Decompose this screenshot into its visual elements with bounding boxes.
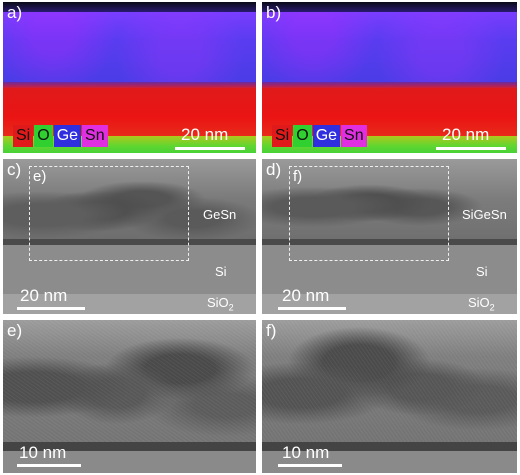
legend-sn: Sn bbox=[341, 125, 367, 147]
legend-sn: Sn bbox=[82, 125, 108, 147]
legend-ge: Ge bbox=[53, 125, 82, 147]
scale-bar-e bbox=[17, 464, 81, 467]
layer-label-si: Si bbox=[215, 264, 227, 279]
inset-region-e: e) bbox=[29, 166, 189, 261]
edx-map-panel-a: a) Si O Ge Sn 20 nm bbox=[3, 2, 256, 153]
layer-label-sigesn: SiGeSn bbox=[462, 207, 507, 222]
layer-label-sio2: SiO2 bbox=[207, 295, 234, 313]
interface-layer bbox=[3, 82, 256, 88]
scale-bar-label-a: 20 nm bbox=[181, 125, 229, 144]
si-substrate bbox=[262, 451, 517, 473]
sigesn-layer-map bbox=[262, 12, 517, 82]
element-legend-a: Si O Ge Sn bbox=[13, 125, 108, 147]
interface-band bbox=[3, 442, 256, 451]
scale-bar-label-c: 20 nm bbox=[20, 286, 68, 305]
scale-bar-label-b: 20 nm bbox=[442, 125, 490, 144]
gesn-film bbox=[3, 159, 256, 239]
edx-map-panel-b: b) Si O Ge Sn 20 nm bbox=[262, 2, 517, 153]
sio2-subscript: 2 bbox=[228, 302, 234, 313]
legend-si: Si bbox=[272, 125, 293, 147]
legend-ge: Ge bbox=[312, 125, 341, 147]
scale-bar-d bbox=[278, 307, 346, 310]
scale-bar-label-f: 10 nm bbox=[282, 443, 330, 462]
panel-label-d: d) bbox=[266, 160, 282, 179]
layer-label-si: Si bbox=[476, 264, 488, 279]
sigesn-film bbox=[262, 159, 517, 239]
sio2-text: SiO bbox=[207, 295, 229, 310]
gesn-layer-map bbox=[3, 12, 256, 82]
panel-label-b: b) bbox=[266, 3, 282, 22]
sigesn-grains bbox=[262, 320, 517, 442]
panel-label-c: c) bbox=[7, 160, 22, 179]
inset-region-f: f) bbox=[289, 166, 449, 261]
legend-si: Si bbox=[13, 125, 34, 147]
interface-band bbox=[262, 239, 517, 245]
legend-o: O bbox=[293, 125, 312, 147]
scale-bar-b bbox=[436, 147, 506, 150]
layer-label-sio2: SiO2 bbox=[468, 295, 495, 313]
panel-label-e: e) bbox=[7, 321, 23, 340]
sio2-text: SiO bbox=[468, 295, 490, 310]
inset-label-e: e) bbox=[33, 168, 47, 185]
scale-bar-f bbox=[278, 464, 342, 467]
si-substrate bbox=[3, 451, 256, 473]
layer-label-gesn: GeSn bbox=[203, 207, 237, 222]
scale-bar-label-e: 10 nm bbox=[19, 443, 67, 462]
interface-band bbox=[3, 239, 256, 245]
scale-bar-c bbox=[17, 307, 85, 310]
interface-layer bbox=[262, 82, 517, 88]
gesn-grains bbox=[3, 320, 256, 442]
tem-overview-panel-d: d) f) SiGeSn Si SiO2 20 nm bbox=[262, 159, 517, 314]
inset-label-f: f) bbox=[293, 168, 303, 185]
scale-bar-label-d: 20 nm bbox=[282, 286, 330, 305]
hrtem-panel-f: f) 10 nm bbox=[262, 320, 517, 473]
tem-overview-panel-c: c) e) GeSn Si SiO2 20 nm bbox=[3, 159, 256, 314]
panel-label-f: f) bbox=[266, 321, 277, 340]
sio2-subscript: 2 bbox=[489, 302, 495, 313]
element-legend-b: Si O Ge Sn bbox=[272, 125, 367, 147]
surface-layer bbox=[262, 2, 517, 12]
scale-bar-a bbox=[175, 147, 245, 150]
si-layer bbox=[262, 245, 517, 294]
hrtem-panel-e: e) 10 nm bbox=[3, 320, 256, 473]
si-layer bbox=[3, 245, 256, 294]
surface-layer bbox=[3, 2, 256, 12]
interface-band bbox=[262, 442, 517, 451]
panel-label-a: a) bbox=[7, 3, 23, 22]
legend-o: O bbox=[34, 125, 53, 147]
